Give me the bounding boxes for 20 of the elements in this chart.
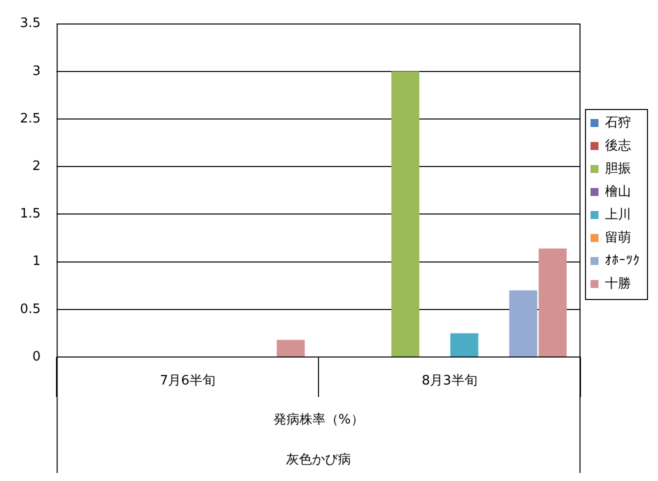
y-tick-label: 1.5 [20, 206, 41, 222]
y-tick-label: 0.5 [20, 302, 41, 317]
legend-label: 石狩 [605, 115, 631, 130]
legend-label: 後志 [605, 138, 631, 154]
y-tick-label: 3 [32, 64, 41, 79]
y-tick-label: 3.5 [20, 16, 41, 32]
legend-label: 胆振 [605, 161, 631, 176]
legend-label: ｵﾎｰﾂｸ [605, 253, 640, 268]
y-tick-label: 2.5 [20, 111, 41, 126]
y-tick-label: 1 [32, 254, 41, 270]
legend-label: 檜山 [605, 184, 631, 200]
x-tick-label: 7月6半旬 [160, 373, 216, 388]
y-tick-label: 2 [32, 158, 41, 174]
legend-label: 十勝 [605, 276, 631, 292]
text: 灰色かび病 [286, 452, 352, 468]
legend-label: 留萌 [605, 230, 631, 246]
legend-label: 上川 [605, 207, 631, 222]
x-tick-label: 8月3半旬 [422, 373, 478, 388]
y-tick-label: 0 [32, 349, 41, 364]
x-axis-title: 発病株率（%） [273, 411, 364, 428]
